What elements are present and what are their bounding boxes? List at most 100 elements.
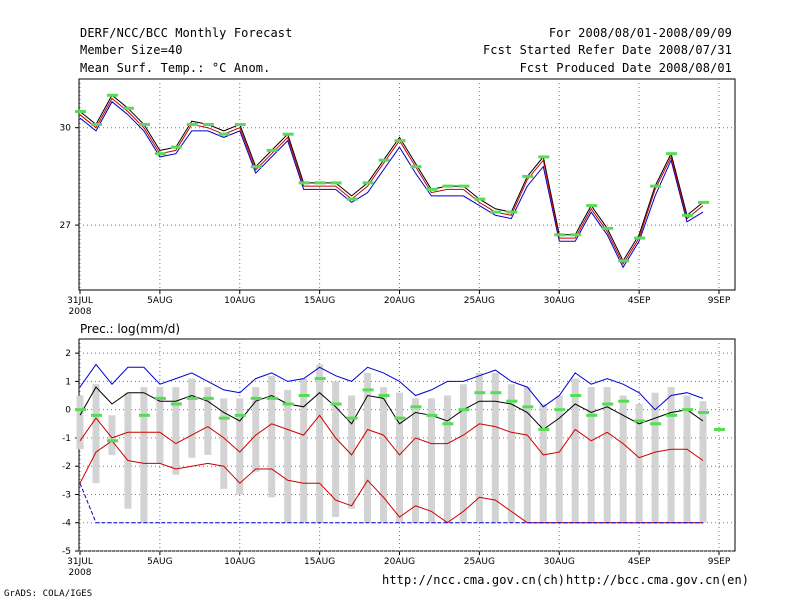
p2-range-bar (587, 387, 595, 523)
p1-x-tick-label-4: 20AUG (384, 296, 415, 306)
p2-marker (282, 402, 294, 406)
p2-marker (474, 391, 486, 395)
p2-range-bar (140, 387, 148, 523)
chart-title: DERF/NCC/BCC Monthly Forecast (80, 26, 293, 40)
p1-x-tick-label-0: 31JUL (67, 296, 93, 306)
p2-range-bar (156, 387, 164, 464)
p2-range-bar (396, 392, 403, 523)
p1-observed-marker (138, 122, 150, 126)
forecast-started-date: Fcst Started Refer Date 2008/07/31 (482, 43, 732, 57)
p2-x-tick-label-4: 20AUG (384, 557, 415, 567)
p2-marker (186, 396, 198, 400)
p1-observed-marker (106, 93, 118, 97)
p1-observed-marker (426, 187, 438, 191)
p2-range-bar (427, 398, 435, 523)
p1-x-tick-label-3: 15AUG (304, 296, 335, 306)
p2-range-bar (539, 404, 547, 523)
p2-range-bar (635, 404, 643, 523)
p1-observed-marker (362, 181, 374, 185)
p1-series-lower (79, 100, 704, 269)
url-ch-link[interactable]: http://ncc.cma.gov.cn(ch) (382, 573, 566, 587)
p2-x-tick-label-7: 4SEP (628, 557, 651, 567)
p2-x-tick-label-3: 15AUG (304, 557, 335, 567)
p1-x-tick-label-5: 25AUG (464, 296, 495, 306)
p2-range-bar (523, 387, 531, 523)
url-en-link[interactable]: http://bcc.cma.gov.cn(en) (566, 573, 750, 587)
p2-marker (698, 410, 710, 414)
p1-observed-marker (234, 122, 246, 126)
p2-series-mean (79, 386, 704, 431)
p2-y-tick-label-7: -5 (62, 547, 71, 557)
p1-observed-marker (298, 181, 310, 185)
p2-marker (298, 394, 310, 398)
p2-y-tick-label-2: 0 (65, 406, 71, 416)
p1-observed-marker (570, 233, 582, 237)
p1-observed-marker (682, 213, 694, 217)
p2-marker (490, 391, 502, 395)
p2-range-bar (124, 392, 132, 509)
p2-marker (90, 413, 102, 417)
p2-marker (458, 408, 470, 412)
p2-range-bar (220, 398, 228, 489)
p1-observed-marker (698, 200, 710, 204)
p2-range-bar (332, 381, 340, 518)
p1-y-tick-label-1: 27 (60, 221, 71, 231)
p2-range-bar (92, 384, 100, 484)
p1-x-tick-label-8: 9SEP (708, 296, 731, 306)
p2-marker (138, 413, 150, 417)
p1-observed-marker (618, 259, 630, 263)
p1-series-ensemble-mean (79, 97, 704, 266)
variable-label: Mean Surf. Temp.: °C Anom. (80, 61, 271, 75)
p1-y-tick-label-0: 30 (60, 124, 72, 134)
p1-observed-marker (122, 106, 134, 110)
p1-observed-marker (650, 184, 662, 188)
p2-marker (714, 427, 725, 431)
p2-marker (106, 439, 118, 443)
p2-marker (634, 419, 646, 423)
p2-marker (442, 422, 454, 426)
p2-range-bar (364, 372, 372, 523)
p1-observed-marker (314, 181, 326, 185)
p1-observed-marker (330, 181, 342, 185)
p2-range-bar (571, 378, 579, 523)
p2-y-tick-label-4: -2 (62, 462, 71, 472)
p2-x-tick-label-6: 30AUG (544, 557, 575, 567)
p2-range-bar (348, 395, 356, 509)
p2-series-min (79, 483, 703, 524)
p2-range-bar (699, 401, 707, 523)
p2-marker (410, 405, 422, 409)
p2-range-bar (268, 375, 276, 498)
p2-marker (394, 416, 406, 420)
p1-series-upper (79, 94, 704, 262)
forecast-produced-date: Fcst Produced Date 2008/08/01 (519, 61, 732, 75)
p1-observed-marker (554, 233, 566, 237)
p2-marker (538, 427, 550, 431)
p2-marker (522, 405, 534, 409)
p2-range-bar (204, 387, 212, 455)
p2-x-tick-label-5: 25AUG (464, 557, 495, 567)
p2-marker (682, 408, 694, 412)
p1-observed-marker (410, 165, 422, 169)
forecast-period: For 2008/08/01-2008/09/09 (548, 26, 732, 40)
p2-range-bar (603, 387, 611, 523)
p2-range-bar (380, 387, 388, 523)
p2-range-bar (667, 387, 675, 523)
p1-observed-marker (202, 122, 214, 126)
p1-observed-marker (266, 148, 278, 152)
p2-x-tick-label-8: 9SEP (708, 557, 731, 567)
p1-observed-marker (458, 184, 470, 188)
p2-marker (314, 377, 326, 381)
p2-y-tick-label-5: -3 (62, 490, 71, 500)
p2-range-bar (491, 372, 499, 523)
p2-y-tick-label-3: -1 (62, 434, 71, 444)
p1-observed-marker (666, 152, 678, 156)
p1-x-tick-label-1: 5AUG (147, 296, 172, 306)
p2-range-bar (76, 395, 84, 450)
p2-range-bar (619, 395, 627, 523)
p2-range-bar (300, 378, 308, 523)
p2-range-bar (651, 392, 659, 523)
p2-y-tick-label-1: 1 (65, 377, 71, 387)
p2-range-bar (507, 384, 515, 523)
p1-observed-marker (250, 165, 262, 169)
